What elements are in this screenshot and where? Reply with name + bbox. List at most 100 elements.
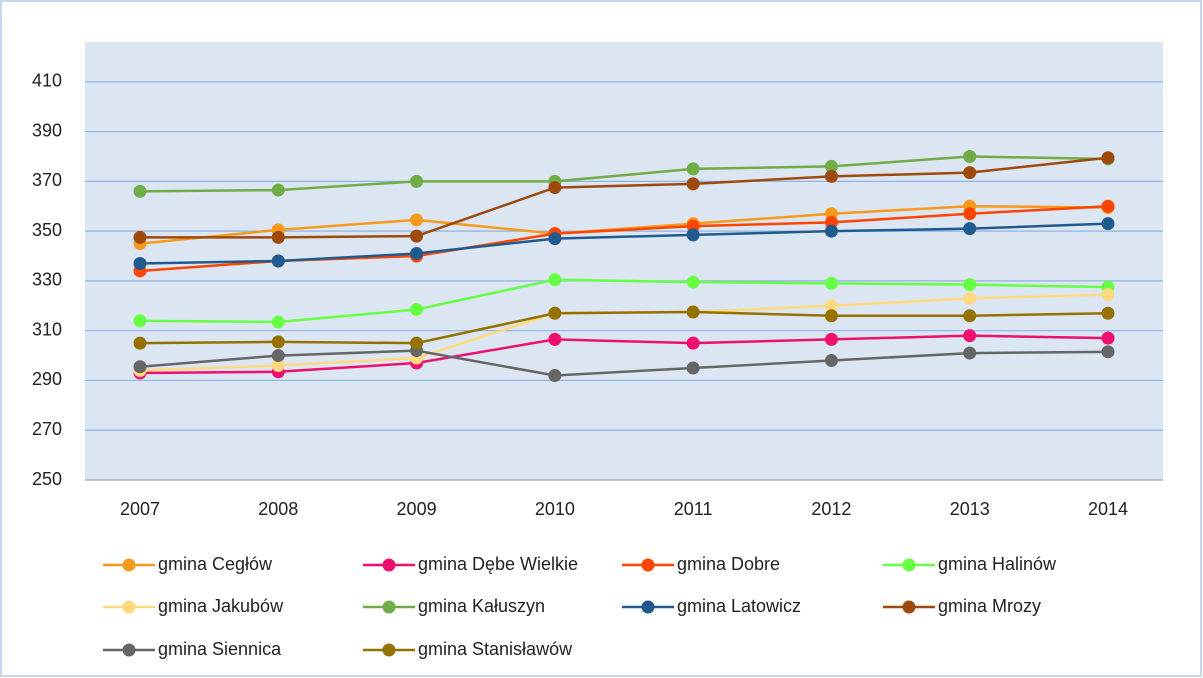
legend-label: gmina Dębe Wielkie bbox=[418, 554, 578, 574]
series-marker bbox=[963, 329, 977, 343]
series-marker bbox=[271, 183, 285, 197]
series-marker bbox=[686, 162, 700, 176]
legend-marker bbox=[382, 643, 396, 657]
series-marker bbox=[548, 273, 562, 287]
series-marker bbox=[133, 336, 147, 350]
series-marker bbox=[410, 174, 424, 188]
x-tick-label: 2014 bbox=[1088, 499, 1128, 519]
series-marker bbox=[410, 229, 424, 243]
series-marker bbox=[824, 169, 838, 183]
series-marker bbox=[1101, 151, 1115, 165]
legend-label: gmina Latowicz bbox=[677, 596, 801, 616]
series-marker bbox=[824, 354, 838, 368]
series-marker bbox=[548, 181, 562, 195]
series-marker bbox=[271, 230, 285, 244]
series-marker bbox=[133, 256, 147, 270]
legend-marker bbox=[382, 600, 396, 614]
series-marker bbox=[686, 336, 700, 350]
y-tick-label: 250 bbox=[32, 469, 62, 489]
series-line bbox=[139, 278, 1109, 324]
legend-label: gmina Dobre bbox=[677, 554, 780, 574]
series-marker bbox=[271, 359, 285, 373]
series-marker bbox=[686, 177, 700, 191]
x-tick-label: 2007 bbox=[120, 499, 160, 519]
legend-marker bbox=[902, 558, 916, 572]
series-marker bbox=[410, 303, 424, 317]
y-tick-label: 370 bbox=[32, 170, 62, 190]
legend-marker bbox=[641, 600, 655, 614]
y-tick-label: 290 bbox=[32, 369, 62, 389]
series-marker bbox=[686, 305, 700, 319]
series-marker bbox=[963, 291, 977, 305]
series-marker bbox=[548, 306, 562, 320]
series-marker bbox=[1101, 331, 1115, 345]
legend-marker bbox=[122, 643, 136, 657]
series-line bbox=[139, 310, 1109, 345]
y-tick-label: 390 bbox=[32, 120, 62, 140]
y-tick-label: 330 bbox=[32, 270, 62, 290]
legend-marker bbox=[122, 600, 136, 614]
series-marker bbox=[1101, 288, 1115, 302]
series-marker bbox=[271, 254, 285, 268]
legend-marker bbox=[902, 600, 916, 614]
series-marker bbox=[1101, 306, 1115, 320]
series-marker bbox=[410, 213, 424, 227]
series-marker bbox=[1101, 345, 1115, 359]
x-tick-label: 2013 bbox=[950, 499, 990, 519]
legend-label: gmina Mrozy bbox=[938, 596, 1041, 616]
series-marker bbox=[824, 224, 838, 238]
series-marker bbox=[686, 275, 700, 289]
legend-label: gmina Halinów bbox=[938, 554, 1057, 574]
series-line bbox=[139, 334, 1109, 375]
legend-label: gmina Cegłów bbox=[158, 554, 273, 574]
series-marker bbox=[271, 335, 285, 349]
series-marker bbox=[548, 232, 562, 246]
legend-label: gmina Kałuszyn bbox=[418, 596, 545, 616]
x-tick-label: 2012 bbox=[811, 499, 851, 519]
series-marker bbox=[548, 368, 562, 382]
series-marker bbox=[824, 309, 838, 323]
series-line bbox=[139, 349, 1109, 377]
series-marker bbox=[410, 336, 424, 350]
series-marker bbox=[1101, 217, 1115, 231]
x-tick-label: 2010 bbox=[535, 499, 575, 519]
series-line bbox=[139, 222, 1109, 265]
series-line bbox=[139, 155, 1109, 193]
x-tick-label: 2009 bbox=[397, 499, 437, 519]
series-marker bbox=[824, 276, 838, 290]
series-marker bbox=[686, 361, 700, 375]
y-tick-label: 270 bbox=[32, 419, 62, 439]
series-marker bbox=[824, 332, 838, 346]
series-marker bbox=[1101, 199, 1115, 213]
legend-label: gmina Siennica bbox=[158, 639, 282, 659]
series-marker bbox=[410, 247, 424, 261]
x-tick-label: 2011 bbox=[674, 499, 713, 519]
series-marker bbox=[824, 299, 838, 313]
series-marker bbox=[963, 222, 977, 236]
series-marker bbox=[548, 332, 562, 346]
y-tick-label: 410 bbox=[32, 71, 62, 91]
series-line bbox=[140, 156, 1109, 239]
series-marker bbox=[133, 230, 147, 244]
series-marker bbox=[133, 360, 147, 374]
series-marker bbox=[824, 159, 838, 173]
legend-marker bbox=[122, 558, 136, 572]
legend-marker bbox=[382, 558, 396, 572]
series-marker bbox=[271, 349, 285, 363]
legend-marker bbox=[641, 558, 655, 572]
series-marker bbox=[963, 346, 977, 360]
series-marker bbox=[963, 309, 977, 323]
series-marker bbox=[133, 184, 147, 198]
series-marker bbox=[686, 228, 700, 242]
series-marker bbox=[133, 314, 147, 328]
x-tick-label: 2008 bbox=[258, 499, 298, 519]
series-marker bbox=[963, 278, 977, 292]
y-tick-label: 350 bbox=[32, 220, 62, 240]
y-tick-label: 310 bbox=[32, 319, 62, 339]
series-marker bbox=[963, 207, 977, 221]
legend-label: gmina Stanisławów bbox=[418, 639, 573, 659]
series-marker bbox=[271, 315, 285, 329]
legend-label: gmina Jakubów bbox=[158, 596, 284, 616]
series-marker bbox=[963, 166, 977, 180]
